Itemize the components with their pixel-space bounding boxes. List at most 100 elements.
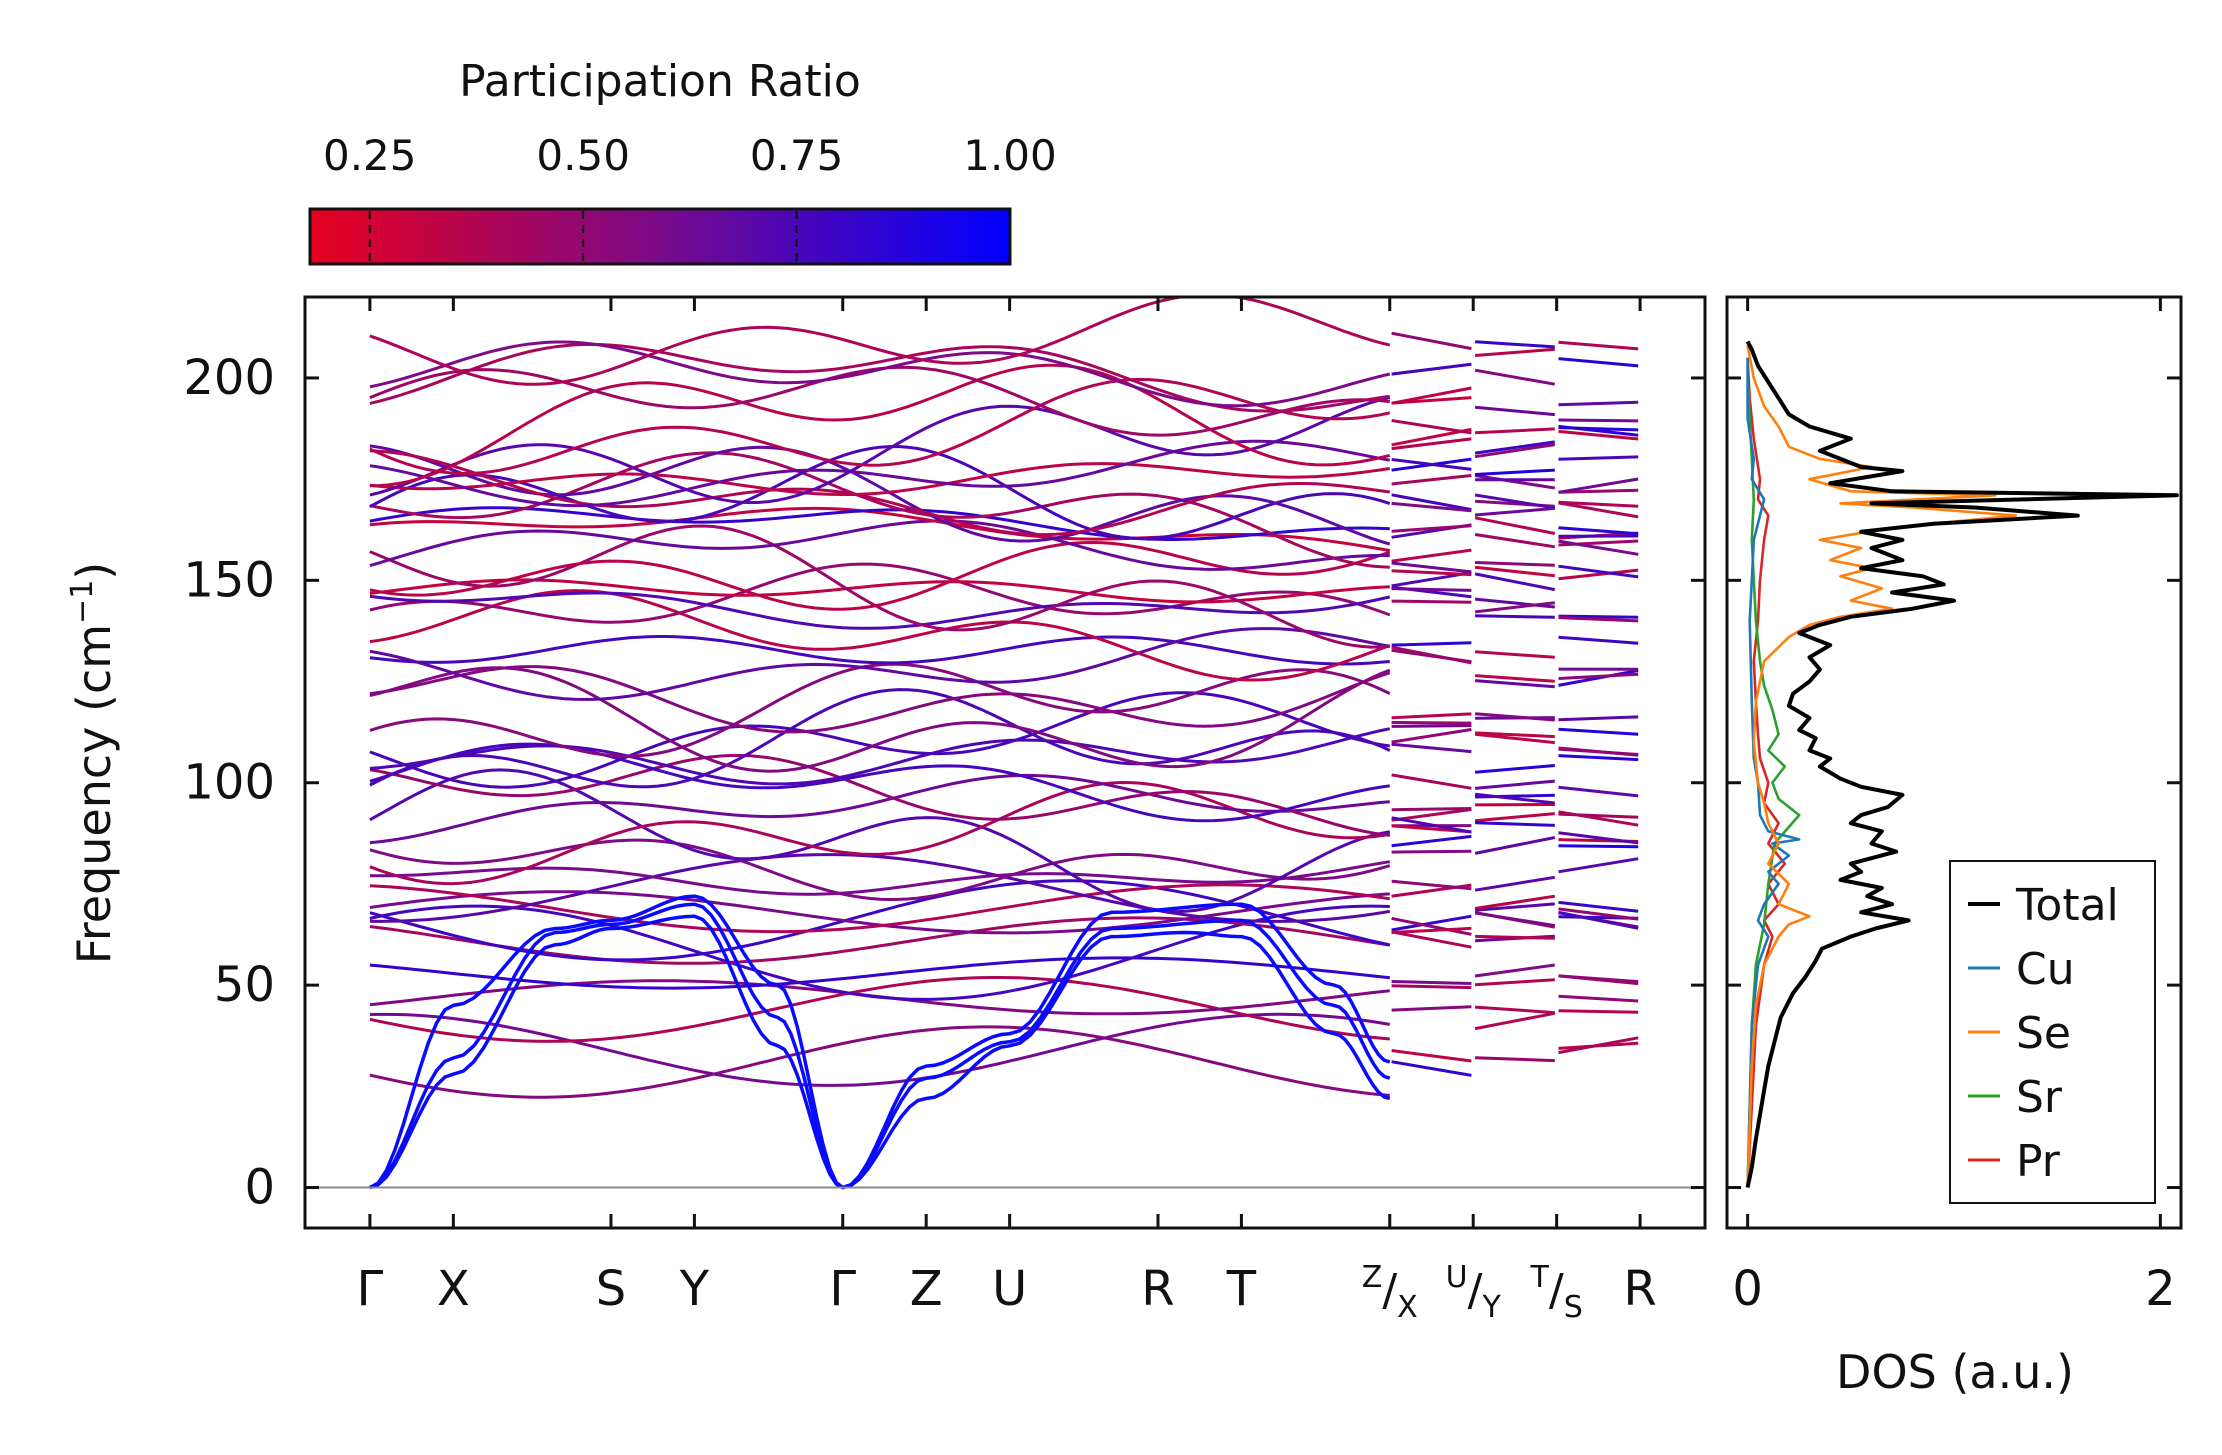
optical-segment [1474,506,1555,517]
dos-series-pr [1746,357,1787,1188]
optical-segment [1558,669,1639,687]
dos-series-se [1746,345,2018,1188]
optical-segment [1474,516,1556,535]
optical-segment [1391,712,1472,720]
optical-segment [1558,539,1639,556]
optical-branch [369,1025,1390,1099]
optical-segment [1391,879,1472,891]
optical-segment [1391,816,1472,834]
optical-segment [1391,474,1472,486]
legend-label-se: Se [2016,1008,2071,1059]
k-point-label: T [1226,1261,1257,1317]
optical-branch [369,691,1391,789]
colorbar: Participation Ratio 0.25 0.50 0.75 1.00 [308,56,1057,266]
optical-segment [1391,569,1472,577]
optical-branch [369,297,1391,386]
dos-legend: Total Cu Se Sr Pr [1949,860,2156,1204]
optical-segment [1558,357,1639,368]
optical-segment [1474,875,1556,892]
optical-branch [369,445,1391,540]
optical-segment [1474,812,1555,823]
optical-segment [1474,679,1555,689]
ylabel-main: Frequency (cm [67,624,121,964]
k-point-label: Γ [357,1261,384,1317]
optical-segment [1475,1056,1555,1063]
colorbar-ticks [368,211,798,262]
optical-branch [369,506,1391,552]
optical-branch [369,519,1390,571]
optical-segment [1558,501,1639,519]
optical-segment [1558,857,1639,874]
optical-branch [369,773,1390,845]
k-point-label: U/Y [1446,1260,1502,1325]
optical-segment [1391,721,1472,725]
dos-x-tick-label: 0 [1732,1261,1763,1317]
optical-branch [369,506,1390,541]
optical-segment [1391,916,1472,936]
optical-segment [1558,564,1639,579]
optical-segment [1558,340,1639,351]
optical-branch [369,956,1390,990]
colorbar-tick-labels: 0.25 0.50 0.75 1.00 [323,131,1057,180]
band-axes-frame [303,295,1707,1230]
optical-branch [369,665,1391,734]
k-point-label: X [437,1261,470,1317]
k-point-label: Z/X [1362,1260,1418,1325]
optical-branch [369,449,1391,537]
optical-segment [1475,731,1555,739]
dos-x-tick-label: 2 [2145,1261,2176,1317]
legend-label-pr: Pr [2016,1136,2061,1187]
optical-segment [1391,524,1472,533]
colorbar-gradient [308,207,1012,266]
optical-branch [369,342,1391,413]
optical-segment [1558,727,1639,736]
optical-branch [369,591,1391,630]
colorbar-tick-label: 1.00 [963,131,1057,180]
optical-segment [1391,849,1472,854]
optical-branch [369,883,1391,934]
optical-segment [1474,650,1555,659]
band-y-axis-label: Frequency (cm−1) [65,562,121,965]
optical-segment [1475,821,1555,827]
optical-segment [1558,614,1639,619]
optical-segment [1474,911,1556,928]
optical-segment [1391,437,1472,451]
optical-segment [1558,907,1639,921]
optical-segment [1474,368,1556,386]
optical-segment [1558,785,1639,798]
y-tick-label: 200 [183,350,275,406]
optical-segment [1474,474,1556,490]
optical-segment [1391,807,1472,812]
optical-segment [1391,984,1472,990]
dos-axes-frame [1725,295,2183,1230]
legend-label-total: Total [2015,880,2119,931]
optical-segment [1558,616,1639,623]
optical-segment [1391,331,1472,351]
k-point-label: U [992,1261,1027,1317]
optical-segment [1391,834,1472,848]
optical-branch [369,396,1391,505]
colorbar-label: Participation Ratio [459,56,861,107]
optical-segment [1391,1049,1472,1063]
optical-segment [1558,910,1639,930]
optical-segment [1475,340,1555,349]
optical-branch [369,340,1391,408]
optical-segment [1474,443,1556,459]
optical-segment [1558,455,1639,461]
optical-segment [1474,674,1555,683]
optical-segment [1391,561,1472,574]
optical-segment [1391,599,1472,604]
optical-segment [1475,468,1555,476]
optical-segment [1558,831,1639,845]
optical-segment [1475,978,1555,987]
k-point-label: R [1141,1261,1174,1317]
optical-segment [1391,773,1472,790]
optical-branch [369,627,1391,701]
optical-segment [1474,963,1556,978]
k-point-label: T/S [1530,1260,1583,1325]
optical-segment [1475,427,1555,435]
optical-segment [1474,493,1556,510]
optical-segment [1558,400,1639,407]
